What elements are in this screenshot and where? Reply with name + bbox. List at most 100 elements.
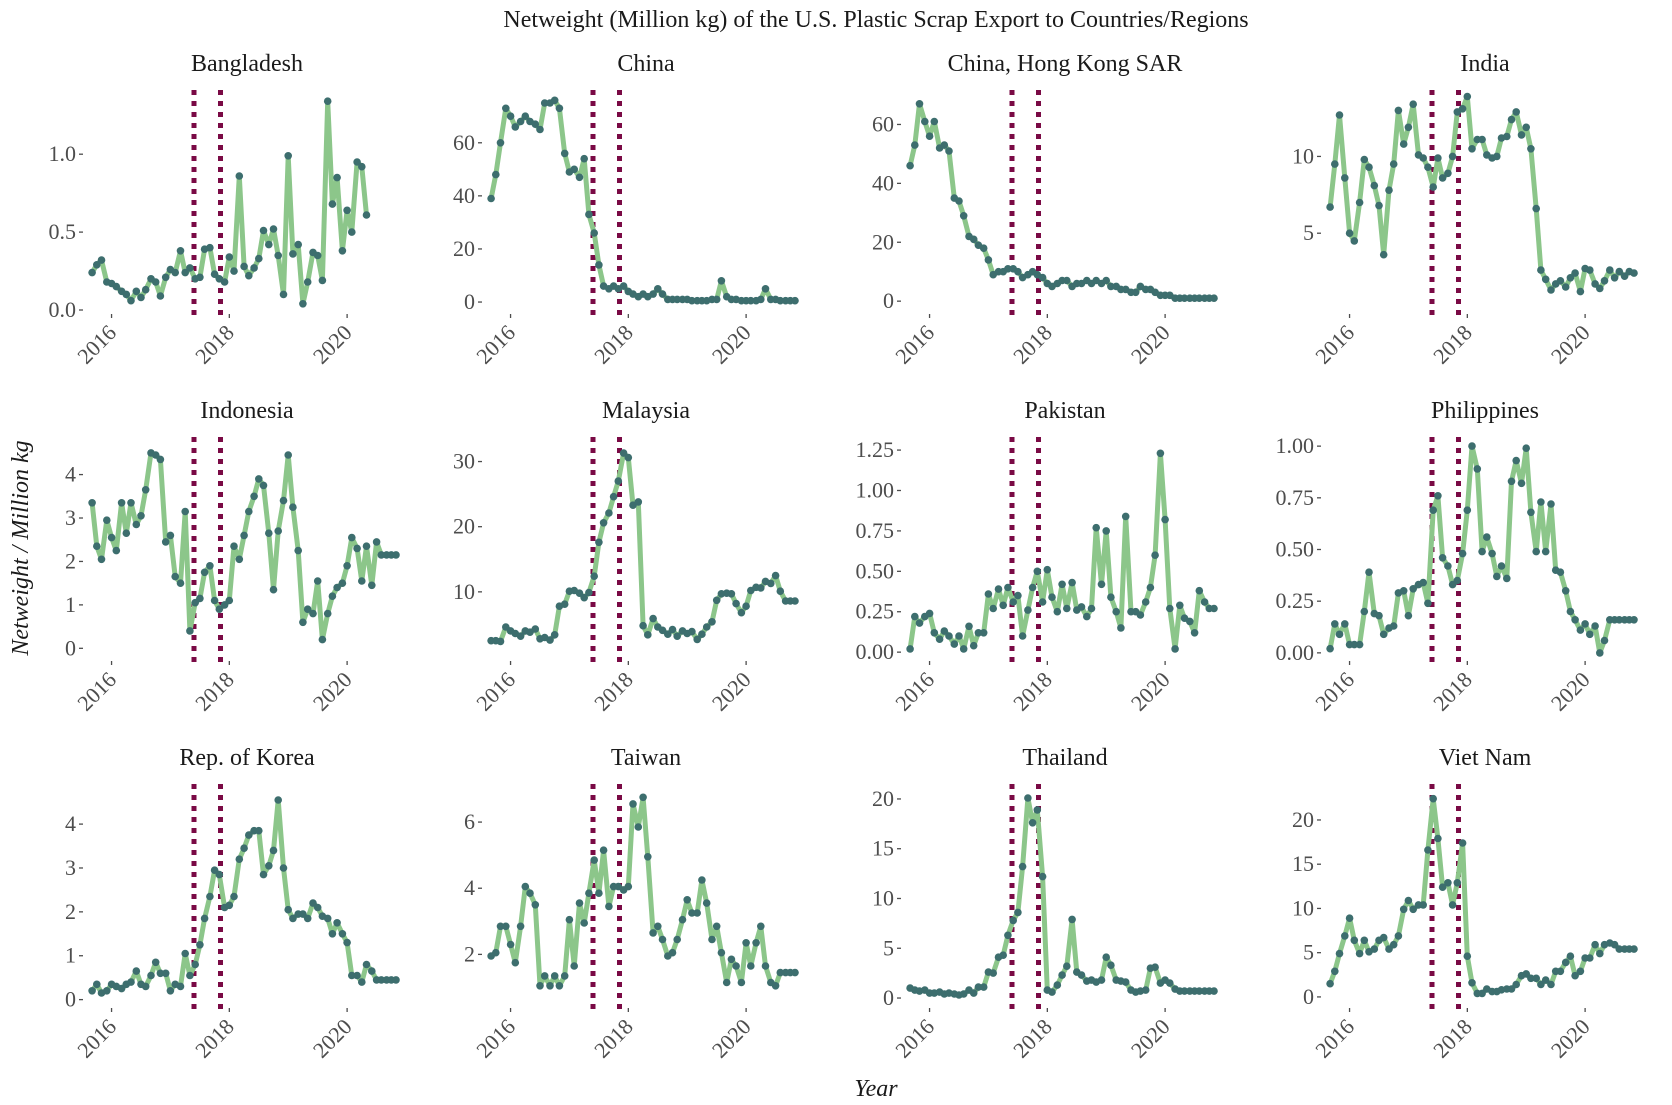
data-point: [1512, 456, 1520, 465]
data-point: [1444, 562, 1452, 570]
data-point: [215, 605, 224, 613]
data-point: [1571, 971, 1579, 980]
data-point: [377, 551, 386, 559]
data-point: [171, 572, 179, 581]
data-point: [1063, 604, 1071, 613]
y-tick-label: 40: [872, 170, 894, 195]
series-line: [488, 450, 798, 644]
data-point: [1102, 276, 1110, 285]
y-tick-label: 5: [883, 935, 894, 960]
data-point: [1434, 154, 1442, 162]
data-point: [999, 601, 1007, 610]
data-point: [156, 455, 165, 464]
y-tick-label: 1: [65, 943, 76, 968]
data-point: [925, 609, 934, 618]
y-tick-label: 3: [65, 855, 76, 880]
data-point: [333, 173, 341, 182]
x-tick-label: 2016: [1310, 1014, 1359, 1063]
data-point: [580, 919, 588, 927]
panel-viet-nam: Viet Nam 0 5 10 15 20 2016 2018 2020: [1292, 745, 1638, 1063]
y-tick-label: 0.50: [856, 558, 895, 583]
data-point: [206, 243, 214, 252]
data-point: [1389, 940, 1398, 949]
data-point: [161, 538, 170, 546]
data-point: [137, 512, 145, 520]
data-point: [235, 855, 244, 863]
data-point: [1600, 636, 1609, 645]
series-line: [1327, 94, 1637, 295]
data-point: [1463, 92, 1472, 101]
data-point: [1512, 980, 1520, 989]
data-point: [526, 889, 534, 897]
y-tick-label: 10: [1292, 895, 1314, 920]
data-point: [1024, 794, 1032, 802]
data-point: [88, 499, 96, 507]
data-point: [644, 631, 652, 639]
data-point: [590, 572, 598, 580]
data-point: [1547, 286, 1555, 294]
data-point: [1004, 931, 1012, 940]
data-point: [1478, 547, 1486, 556]
x-tick-label: 2020: [1546, 1014, 1595, 1063]
y-tick-label: 0.25: [856, 599, 895, 624]
data-point: [1507, 477, 1516, 486]
data-point: [93, 980, 101, 989]
data-point: [1448, 901, 1457, 909]
data-point: [348, 228, 356, 236]
data-point: [1014, 591, 1022, 600]
data-point: [274, 527, 283, 535]
data-point: [496, 922, 505, 931]
data-point: [492, 948, 500, 957]
data-point: [732, 962, 740, 970]
data-point: [1345, 229, 1354, 237]
panel-china-hong-kong-sar: China, Hong Kong SAR 0 20 40 60 2016 2018 2020: [872, 51, 1218, 369]
y-tick-label: 40: [453, 183, 475, 208]
data-point: [717, 277, 726, 285]
data-point: [240, 844, 248, 852]
data-point: [1399, 587, 1408, 595]
x-tick-label: 2018: [589, 667, 638, 716]
data-point: [516, 117, 525, 126]
data-point: [1375, 611, 1383, 620]
data-point: [151, 958, 160, 967]
data-point: [141, 486, 150, 494]
data-point: [338, 930, 347, 938]
data-point: [127, 499, 135, 507]
data-point: [1620, 272, 1629, 281]
data-point: [776, 587, 785, 595]
data-point: [1561, 587, 1570, 595]
data-point: [688, 627, 696, 636]
data-point: [1141, 986, 1150, 994]
data-point: [1522, 123, 1530, 132]
data-point: [1394, 106, 1403, 115]
data-point: [570, 165, 578, 174]
data-point: [1591, 940, 1599, 949]
y-tick-label: 15: [1292, 851, 1314, 876]
data-point: [1331, 967, 1339, 976]
data-point: [1171, 645, 1179, 653]
data-point: [1385, 186, 1393, 194]
data-point: [1210, 604, 1218, 613]
data-point: [1527, 508, 1535, 517]
y-tick-label: 20: [453, 514, 475, 539]
data-point: [1507, 115, 1516, 124]
data-point: [984, 590, 993, 598]
data-point: [313, 577, 322, 585]
data-point: [289, 914, 297, 923]
data-point: [1004, 265, 1012, 273]
y-tick-label: 0.75: [1276, 485, 1315, 510]
data-point: [181, 949, 189, 958]
data-point: [127, 296, 135, 305]
data-point: [1404, 123, 1413, 132]
data-point: [1438, 883, 1447, 891]
data-point: [1512, 108, 1520, 116]
data-point: [210, 270, 219, 279]
data-point: [605, 902, 613, 911]
data-point: [644, 853, 652, 861]
x-tick-label: 2016: [72, 320, 121, 369]
data-point: [624, 453, 633, 462]
x-tick-label: 2020: [707, 320, 756, 369]
data-point: [1419, 154, 1427, 162]
data-point: [279, 290, 288, 299]
